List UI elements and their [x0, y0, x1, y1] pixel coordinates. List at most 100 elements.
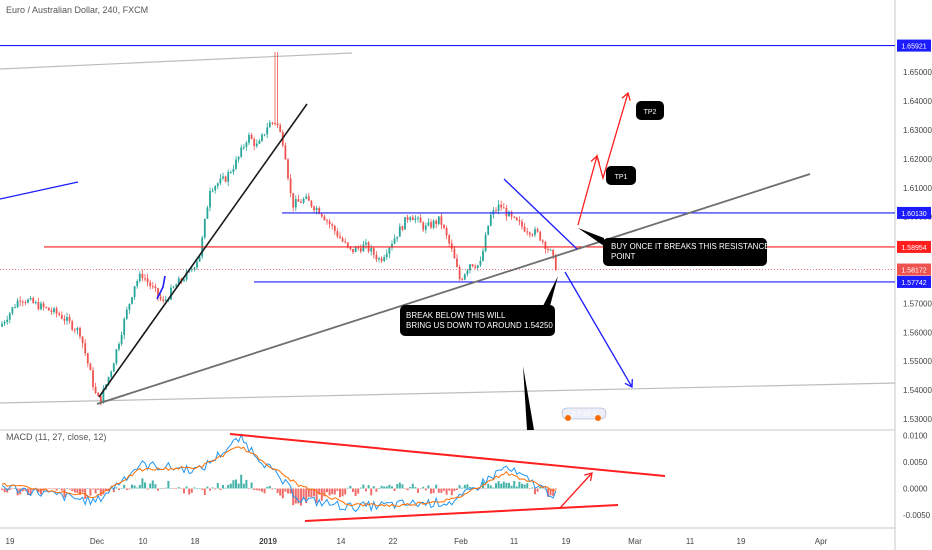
candle-body[interactable]: [198, 256, 201, 262]
candle-body[interactable]: [125, 309, 128, 319]
candle-body[interactable]: [424, 225, 427, 230]
buy-note-box[interactable]: [603, 238, 767, 266]
candle-body[interactable]: [1, 323, 3, 327]
macd-line[interactable]: [1, 433, 557, 513]
tp2-label-box[interactable]: [636, 101, 664, 120]
candle-body[interactable]: [427, 222, 430, 226]
candle-body[interactable]: [97, 392, 100, 397]
candle-body[interactable]: [437, 216, 440, 224]
candle-body[interactable]: [383, 257, 386, 262]
candle-body[interactable]: [487, 225, 490, 235]
candle-body[interactable]: [206, 207, 209, 219]
candle-body[interactable]: [482, 251, 484, 261]
blue-projection-arrow[interactable]: [564, 271, 633, 388]
candle-body[interactable]: [500, 204, 503, 208]
candle-body[interactable]: [287, 159, 289, 179]
lower-grey-channel-line[interactable]: [0, 382, 896, 404]
candle-body[interactable]: [86, 353, 89, 364]
candle-body[interactable]: [170, 287, 172, 300]
candle-body[interactable]: [232, 169, 235, 173]
candle-body[interactable]: [466, 270, 469, 275]
candle-body[interactable]: [154, 286, 157, 289]
candle-body[interactable]: [68, 316, 71, 322]
candle-body[interactable]: [279, 125, 282, 133]
candle-body[interactable]: [263, 134, 266, 136]
candle-body[interactable]: [305, 196, 308, 199]
candle-body[interactable]: [50, 310, 53, 312]
candle-body[interactable]: [92, 370, 94, 387]
red-projection-arrow[interactable]: [577, 92, 629, 226]
candle-body[interactable]: [495, 210, 497, 212]
candle-body[interactable]: [40, 303, 42, 310]
candle-body[interactable]: [471, 264, 474, 267]
candle-body[interactable]: [354, 247, 357, 253]
candle-body[interactable]: [440, 216, 443, 225]
candle-body[interactable]: [346, 242, 349, 247]
candle-body[interactable]: [489, 214, 492, 226]
candle-body[interactable]: [94, 386, 97, 393]
candle-body[interactable]: [255, 143, 258, 147]
candle-body[interactable]: [396, 236, 399, 239]
candle-body[interactable]: [552, 249, 555, 256]
candle-body[interactable]: [362, 244, 365, 252]
candle-body[interactable]: [430, 222, 432, 228]
candle-body[interactable]: [229, 172, 232, 174]
candle-body[interactable]: [357, 247, 360, 249]
candle-body[interactable]: [185, 271, 188, 280]
candle-body[interactable]: [541, 240, 544, 242]
signal-line[interactable]: [1, 446, 556, 508]
candle-body[interactable]: [393, 238, 396, 244]
candle-body[interactable]: [380, 258, 383, 262]
candle-body[interactable]: [521, 221, 523, 227]
candle-body[interactable]: [34, 302, 37, 304]
candle-body[interactable]: [141, 273, 144, 279]
candle-body[interactable]: [45, 306, 48, 308]
candle-body[interactable]: [518, 220, 521, 222]
candle-body[interactable]: [289, 178, 292, 194]
candle-body[interactable]: [47, 307, 50, 311]
candle-body[interactable]: [112, 363, 115, 372]
candle-body[interactable]: [326, 220, 328, 222]
candle-body[interactable]: [71, 321, 74, 330]
macd-red-upper-line[interactable]: [229, 433, 666, 477]
candle-body[interactable]: [261, 134, 263, 141]
candle-body[interactable]: [110, 371, 113, 377]
candle-body[interactable]: [237, 156, 240, 160]
candle-body[interactable]: [523, 226, 526, 232]
candle-body[interactable]: [73, 329, 76, 331]
candle-body[interactable]: [297, 199, 300, 202]
black-up-trend-line[interactable]: [98, 103, 308, 398]
candle-body[interactable]: [172, 286, 175, 288]
candle-body[interactable]: [183, 279, 185, 281]
candle-body[interactable]: [76, 327, 79, 331]
candle-body[interactable]: [164, 299, 167, 301]
candle-body[interactable]: [391, 243, 393, 248]
candle-body[interactable]: [276, 123, 279, 126]
candle-body[interactable]: [84, 343, 87, 354]
candle-body[interactable]: [536, 229, 539, 232]
candle-body[interactable]: [11, 307, 14, 314]
candle-body[interactable]: [274, 122, 276, 124]
candle-body[interactable]: [323, 216, 326, 221]
candle-body[interactable]: [406, 217, 409, 220]
candle-body[interactable]: [531, 234, 534, 236]
candle-body[interactable]: [534, 229, 536, 235]
candle-body[interactable]: [414, 218, 417, 221]
candle-body[interactable]: [476, 265, 479, 268]
candle-body[interactable]: [107, 376, 110, 385]
candle-body[interactable]: [463, 274, 466, 280]
candle-body[interactable]: [401, 226, 404, 230]
candle-body[interactable]: [443, 224, 445, 228]
candle-body[interactable]: [14, 307, 16, 309]
candle-body[interactable]: [196, 261, 198, 268]
candle-body[interactable]: [320, 213, 323, 217]
candle-body[interactable]: [58, 313, 61, 316]
candle-body[interactable]: [370, 248, 373, 252]
long-grey-support-line[interactable]: [96, 173, 811, 405]
candle-body[interactable]: [79, 327, 81, 337]
candle-body[interactable]: [219, 178, 222, 184]
candle-body[interactable]: [216, 183, 219, 187]
descending-blue-line[interactable]: [503, 178, 578, 250]
candle-body[interactable]: [510, 211, 513, 217]
